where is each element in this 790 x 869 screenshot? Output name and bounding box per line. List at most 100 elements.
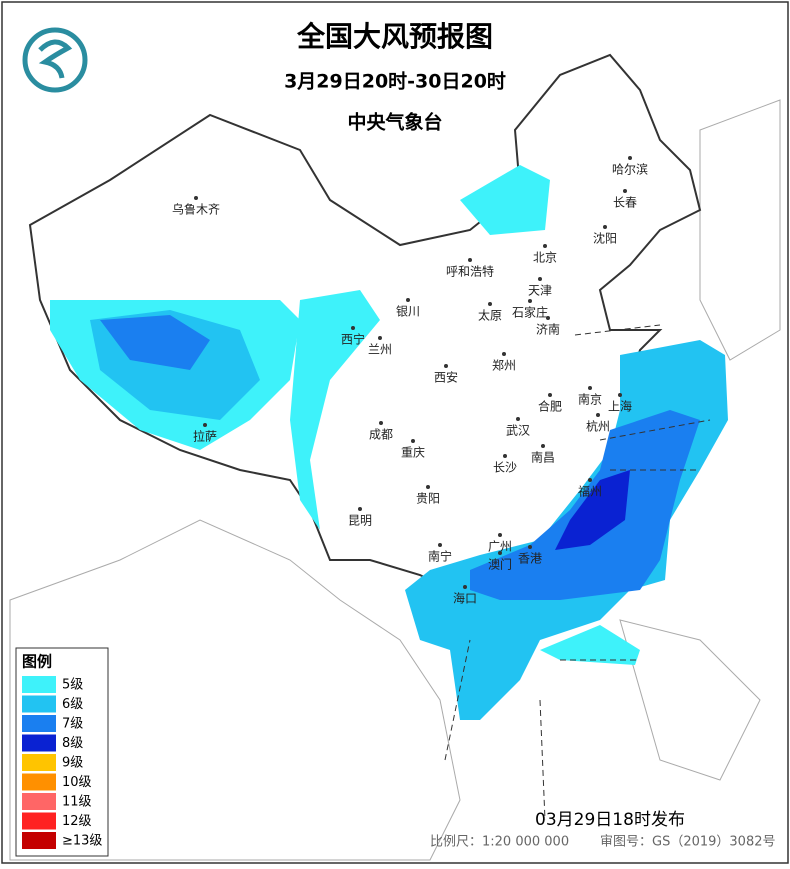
city-dot: [498, 551, 502, 555]
city-dot: [378, 336, 382, 340]
legend-swatch: [22, 812, 56, 830]
legend-label: ≥13级: [62, 834, 102, 849]
city-label: 海口: [453, 591, 477, 606]
city-label: 兰州: [368, 343, 392, 357]
legend-label: 8级: [62, 736, 83, 751]
legend-label: 10级: [62, 775, 92, 790]
legend-swatch: [22, 832, 56, 849]
city-label: 上海: [608, 399, 632, 414]
wind-area-7: [100, 315, 210, 370]
legend-swatch: [22, 676, 56, 693]
city-dot: [444, 364, 448, 368]
approval-number: 审图号：GS（2019）3082号: [600, 835, 776, 850]
legend-swatch: [22, 715, 56, 732]
city-dot: [588, 478, 592, 482]
issued-time: 03月29日18时发布: [535, 810, 685, 830]
map-period: 3月29日20时-30日20时: [284, 71, 506, 93]
logo: [22, 27, 88, 93]
city-label: 杭州: [586, 419, 610, 434]
city-label: 石家庄: [512, 305, 548, 320]
city-label: 成都: [369, 428, 393, 442]
city-dot: [618, 393, 622, 397]
legend-label: 9级: [62, 756, 83, 771]
city-dot: [379, 421, 383, 425]
logo-mark: [38, 39, 73, 79]
city-label: 乌鲁木齐: [172, 202, 220, 217]
city-dot: [543, 244, 547, 248]
city-dot: [628, 156, 632, 160]
city-label: 天津: [528, 284, 552, 298]
legend-label: 6级: [62, 697, 83, 712]
city-dot: [516, 417, 520, 421]
legend-label: 5级: [62, 678, 83, 693]
city-label: 银川: [396, 305, 420, 319]
city-label: 太原: [478, 308, 502, 323]
city-label: 南京: [578, 392, 602, 407]
legend-swatch: [22, 734, 56, 752]
neighbour-land: [699, 99, 781, 361]
city-dot: [528, 545, 532, 549]
city-label: 北京: [533, 251, 557, 265]
scale-note: 比例尺：1:20 000 000: [430, 835, 569, 850]
wind-area-5: [290, 290, 380, 530]
legend-label: 7级: [62, 717, 83, 732]
city-dot: [538, 277, 542, 281]
city-dot: [411, 439, 415, 443]
city-label: 合肥: [538, 399, 562, 414]
city-dot: [502, 352, 506, 356]
city-label: 广州: [488, 540, 512, 554]
legend-label: 12级: [62, 814, 92, 829]
city-dot: [541, 444, 545, 448]
city-dot: [488, 302, 492, 306]
city-dot: [548, 393, 552, 397]
city-label: 贵阳: [416, 492, 440, 506]
city-dot: [406, 298, 410, 302]
city-dot: [358, 507, 362, 511]
city-label: 西安: [434, 370, 458, 385]
city-dot: [603, 225, 607, 229]
legend-swatch: [22, 695, 56, 713]
city-dot: [588, 386, 592, 390]
legend-title: 图例: [22, 653, 52, 671]
city-dot: [503, 454, 507, 458]
city-label: 长沙: [493, 461, 517, 475]
legend-swatch: [22, 773, 56, 791]
city-label: 济南: [536, 322, 560, 337]
wind-area-8: [555, 470, 630, 550]
city-dot: [203, 423, 207, 427]
city-label: 重庆: [401, 446, 425, 460]
city-label: 昆明: [348, 514, 372, 528]
city-dot: [351, 326, 355, 330]
city-label: 南宁: [428, 549, 452, 564]
wind-area-5: [460, 165, 550, 235]
city-dot: [438, 543, 442, 547]
legend-swatch: [22, 754, 56, 771]
wind-area-5: [540, 625, 640, 665]
city-dot: [426, 485, 430, 489]
neighbour-land: [9, 519, 461, 861]
city-label: 福州: [578, 484, 602, 499]
city-label: 拉萨: [193, 429, 217, 444]
city-label: 哈尔滨: [612, 162, 648, 177]
city-dot: [194, 196, 198, 200]
city-dot: [546, 316, 550, 320]
city-dot: [623, 189, 627, 193]
city-label: 香港: [518, 552, 542, 566]
city-dot: [528, 299, 532, 303]
map-issuer: 中央气象台: [347, 111, 442, 134]
city-label: 呼和浩特: [446, 264, 494, 279]
city-label: 澳门: [488, 557, 512, 572]
city-dot: [468, 258, 472, 262]
sea-boundary: [444, 324, 711, 821]
city-label: 武汉: [506, 424, 530, 438]
city-dot: [463, 585, 467, 589]
city-label: 南昌: [531, 450, 555, 465]
city-dot: [596, 413, 600, 417]
city-dot: [498, 533, 502, 537]
neighbour-land: [619, 619, 761, 781]
legend-label: 11级: [62, 795, 92, 810]
city-label: 郑州: [492, 358, 516, 373]
map-title: 全国大风预报图: [296, 20, 493, 53]
